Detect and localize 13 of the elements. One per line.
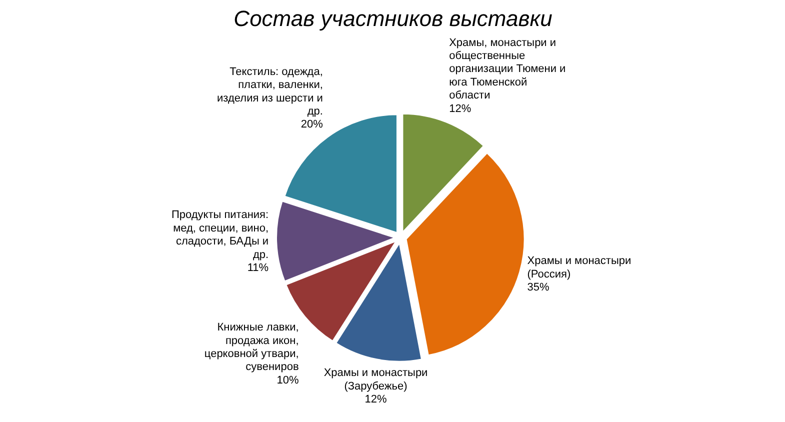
data-label: 35% bbox=[527, 282, 550, 294]
data-label: 20% bbox=[300, 118, 324, 131]
data-label: 11% bbox=[247, 262, 269, 274]
data-label: 10% bbox=[276, 374, 300, 386]
slice-label: Книжные лавки, продажа икон, церковной утвари, сувениров bbox=[204, 322, 299, 374]
slice-label: Текстиль: одежда, платки, валенки, изделия из шерсти и др. bbox=[217, 66, 323, 118]
data-label: 12% bbox=[449, 102, 472, 115]
data-label: 12% bbox=[364, 394, 387, 406]
slice-label: Продукты питания: мед, специи, вино, сладости, БАДы и др. bbox=[171, 209, 269, 261]
chart-title: Состав участников выставки bbox=[234, 6, 552, 31]
slice-label: Храмы и монастыри (Россия) bbox=[527, 255, 632, 280]
slice-label: Храмы, монастыри и общественные организации Тюмени и юга Тюменской области bbox=[449, 36, 566, 102]
slice-label: Храмы и монастыри (Зарубежье) bbox=[324, 367, 428, 392]
